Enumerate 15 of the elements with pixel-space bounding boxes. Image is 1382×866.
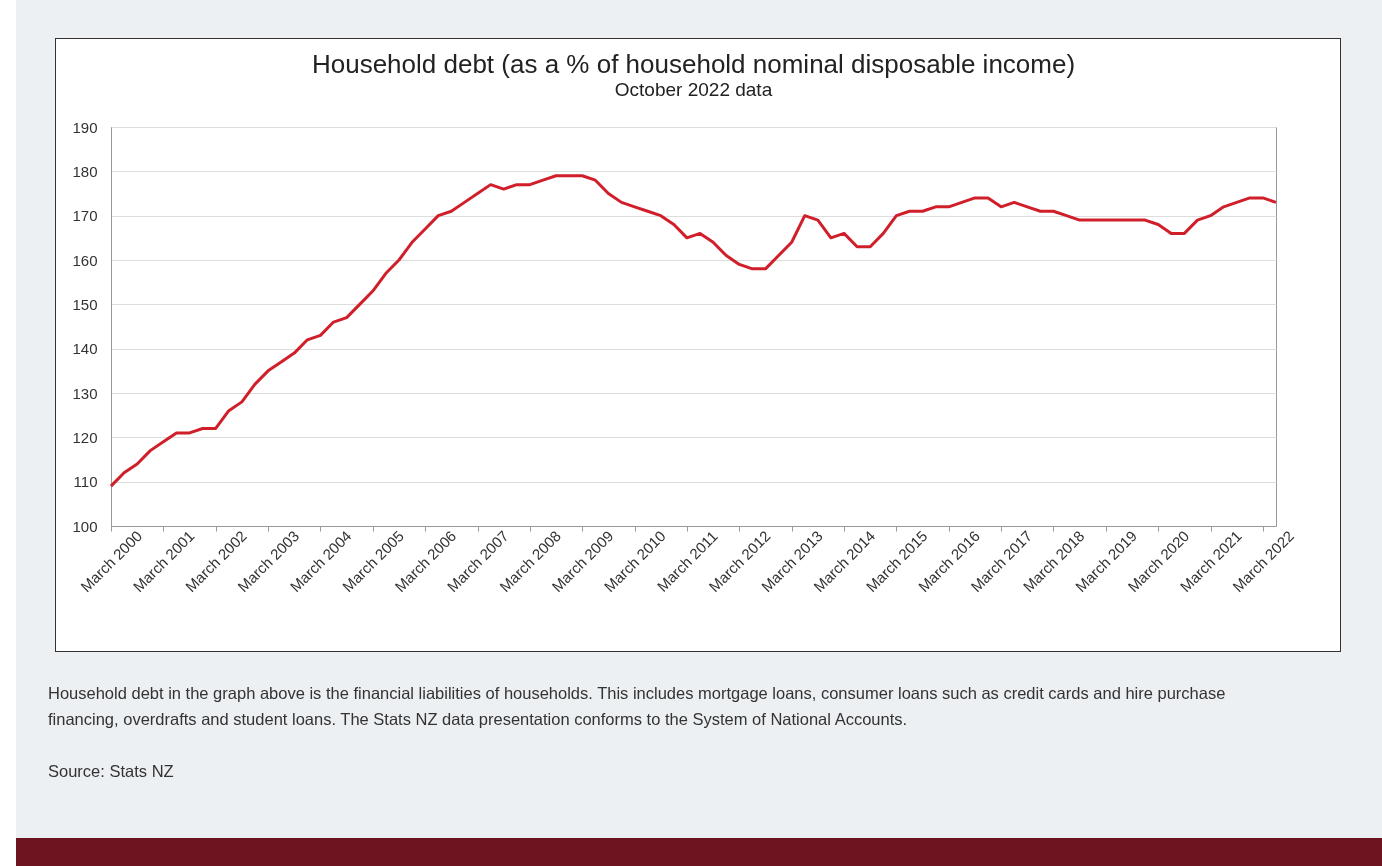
y-tick-label: 170 [72,207,98,225]
chart-title: Household debt (as a % of household nominal disposable income) [311,49,1076,79]
y-tick-label: 120 [72,428,98,446]
y-tick-label: 110 [73,473,98,491]
source-note: Source: Stats NZ [48,761,175,782]
chart-subtitle: October 2022 data [614,79,773,100]
text: Household debt in the graph above is the financial liabilities of households. This includes mortgage loans, consumer loans such as credit cards and hire purchase financing, overdrafts and student loans. The Stats NZ data presentation conforms to the System of National Accounts. [48,683,1227,730]
y-tick-label: 130 [72,384,98,402]
y-tick-label: 140 [72,340,98,358]
y-tick-label: 150 [72,295,98,313]
y-tick-label: 160 [72,251,98,269]
line-series [109,174,1278,488]
y-tick-label: 100 [72,517,98,535]
y-tick-label: 180 [72,162,98,180]
y-tick-label: 190 [72,118,98,136]
